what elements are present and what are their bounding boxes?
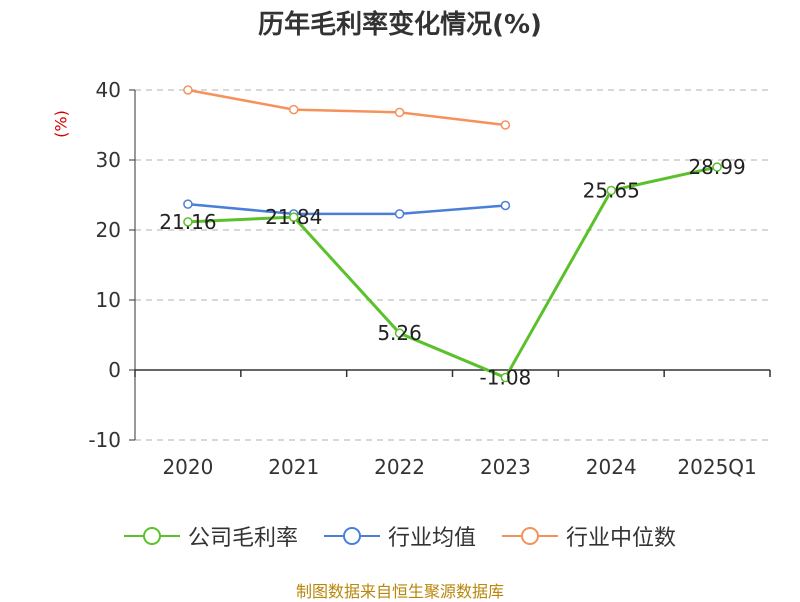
data-source-note: 制图数据来自恒生聚源数据库	[295, 582, 504, 601]
data-point	[394, 209, 405, 219]
x-tick-label: 2024	[586, 455, 637, 479]
y-tick-label: 10	[96, 288, 121, 312]
data-label: 28.99	[688, 155, 745, 179]
legend-label-company-margin: 公司毛利率	[187, 526, 298, 551]
data-label: 21.84	[265, 205, 322, 229]
y-tick-label: 0	[108, 358, 121, 382]
data-point	[394, 328, 405, 338]
y-tick-label: 20	[96, 218, 121, 242]
data-point	[394, 107, 405, 118]
chart-title: 历年毛利率变化情况(%)	[258, 10, 542, 40]
data-point	[606, 185, 616, 196]
y-tick-label: -10	[88, 428, 121, 452]
x-tick-label: 2025Q1	[677, 455, 756, 479]
chart-legend: 公司毛利率 行业均值 行业中位数	[0, 520, 800, 552]
data-point	[289, 212, 299, 222]
series-line	[187, 165, 718, 380]
legend-swatch-industry-mean	[323, 527, 380, 545]
data-point	[712, 162, 722, 172]
x-tick-label: 2023	[480, 455, 531, 479]
legend-swatch-company-margin	[123, 527, 180, 545]
y-tick-label: 30	[96, 148, 121, 172]
data-point	[500, 120, 511, 130]
data-label: 5.26	[377, 321, 422, 345]
series-line	[187, 88, 506, 127]
data-point	[183, 217, 193, 227]
x-tick-label: 2021	[268, 455, 319, 479]
legend-label-industry-median: 行业中位数	[566, 526, 677, 551]
data-point	[183, 199, 193, 209]
legend-item-company-margin[interactable]: 公司毛利率	[123, 520, 298, 552]
data-point	[500, 372, 511, 383]
legend-label-industry-mean: 行业均值	[387, 526, 476, 551]
legend-swatch-industry-median	[502, 527, 558, 545]
x-tick-label: 2022	[374, 455, 425, 479]
data-point	[500, 200, 511, 211]
data-label: 25.65	[583, 178, 640, 202]
y-tick-label: 40	[96, 78, 121, 102]
legend-item-industry-mean[interactable]: 行业均值	[323, 520, 476, 552]
x-tick-label: 2020	[162, 455, 213, 479]
data-point	[183, 85, 193, 95]
series-line	[187, 202, 506, 216]
data-point	[289, 104, 299, 115]
data-label: -1.08	[480, 366, 532, 390]
data-label: 21.16	[159, 210, 216, 234]
legend-item-industry-median[interactable]: 行业中位数	[502, 520, 676, 552]
